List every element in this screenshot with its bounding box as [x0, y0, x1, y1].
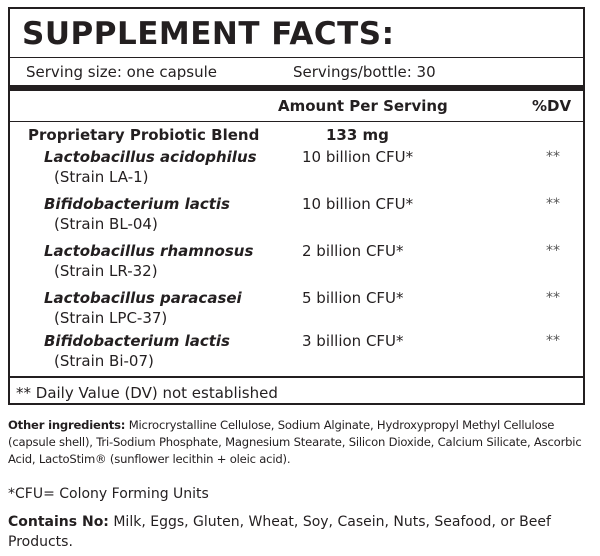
strain-name: Bifidobacterium lactis — [44, 332, 230, 350]
strain-name: Lactobacillus rhamnosus — [44, 242, 254, 260]
strain-code: (Strain LPC-37) — [54, 309, 168, 327]
other-ingredients-label: Other ingredients: — [8, 418, 126, 432]
divider-thin — [10, 57, 583, 58]
supplement-facts-panel: SUPPLEMENT FACTS: Serving size: one caps… — [8, 7, 585, 405]
strain-code: (Strain LR-32) — [54, 262, 158, 280]
strain-dv: ** — [546, 290, 560, 306]
strain-amount: 3 billion CFU* — [302, 332, 404, 350]
ingredient-row: Bifidobacterium lactis (Strain BL-04) 10… — [10, 194, 583, 241]
ingredient-row: Bifidobacterium lactis (Strain Bi-07) 3 … — [10, 331, 583, 378]
contains-label: Contains No: — [8, 514, 109, 530]
dv-footnote: ** Daily Value (DV) not established — [16, 384, 278, 402]
contains-text: Milk, Eggs, Gluten, Wheat, Soy, Casein, … — [8, 514, 551, 550]
strain-amount: 2 billion CFU* — [302, 242, 404, 260]
panel-title: SUPPLEMENT FACTS: — [22, 16, 395, 52]
strain-dv: ** — [546, 333, 560, 349]
strain-amount: 5 billion CFU* — [302, 289, 404, 307]
servings-per-bottle: Servings/bottle: 30 — [293, 63, 436, 81]
strain-dv: ** — [546, 196, 560, 212]
serving-size: Serving size: one capsule — [26, 63, 218, 81]
strain-name: Bifidobacterium lactis — [44, 195, 230, 213]
cfu-note: *CFU= Colony Forming Units — [8, 486, 209, 502]
strain-code: (Strain Bi-07) — [54, 352, 154, 370]
divider-medium — [10, 376, 583, 378]
dv-header: %DV — [532, 97, 572, 115]
strain-code: (Strain LA-1) — [54, 168, 149, 186]
strain-amount: 10 billion CFU* — [302, 195, 414, 213]
blend-name: Proprietary Probiotic Blend — [28, 126, 260, 144]
ingredient-row: Lactobacillus paracasei (Strain LPC-37) … — [10, 288, 583, 335]
strain-amount: 10 billion CFU* — [302, 148, 414, 166]
ingredient-row: Lactobacillus acidophilus (Strain LA-1) … — [10, 147, 583, 194]
strain-name: Lactobacillus paracasei — [44, 289, 242, 307]
ingredient-row: Lactobacillus rhamnosus (Strain LR-32) 2… — [10, 241, 583, 288]
other-ingredients: Other ingredients: Microcrystalline Cell… — [8, 417, 593, 468]
divider-thin — [10, 121, 583, 122]
blend-amount: 133 mg — [326, 126, 389, 144]
allergen-statement: Contains No: Milk, Eggs, Gluten, Wheat, … — [8, 512, 593, 552]
strain-code: (Strain BL-04) — [54, 215, 158, 233]
other-ingredients-text: Microcrystalline Cellulose, Sodium Algin… — [8, 418, 582, 466]
strain-name: Lactobacillus acidophilus — [44, 148, 257, 166]
divider-thick — [10, 85, 583, 91]
strain-dv: ** — [546, 149, 560, 165]
amount-per-serving-header: Amount Per Serving — [278, 97, 448, 115]
strain-dv: ** — [546, 243, 560, 259]
